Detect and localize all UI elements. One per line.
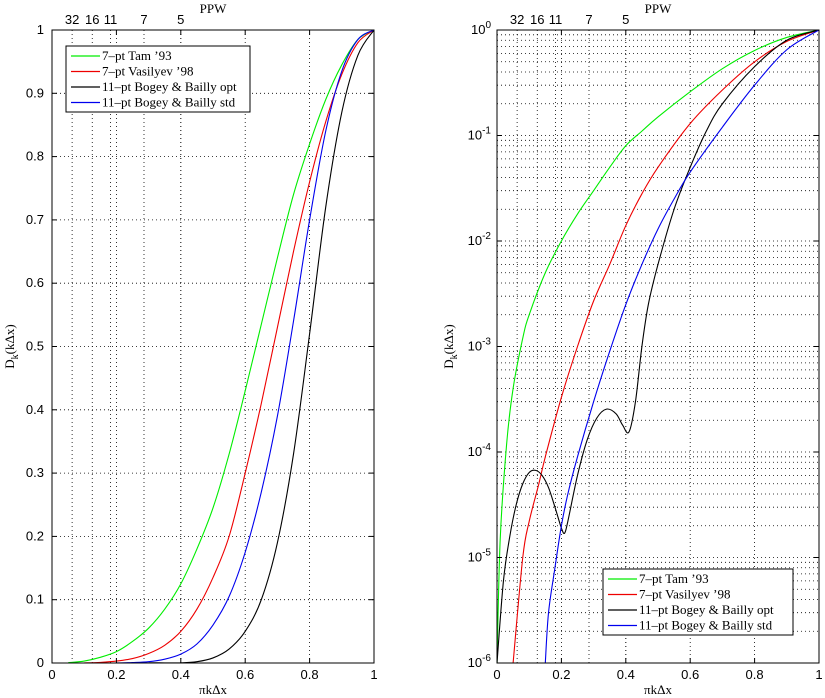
y-tick-label: 100 [471,20,491,37]
y-tick-label: 0.6 [26,275,44,290]
top-axis-label: PPW [200,1,227,16]
chart-panel-1: 0 0.2 0.4 0.6 0.8 1 0 0.1 0.2 0.3 0.4 0.5 0.6 0.7 0.8 0… [2,1,378,697]
ppw-tick-label: 11 [549,12,563,27]
legend-label: 7–pt Vasilyev ’98 [639,587,730,602]
legend-label: 7–pt Tam ’93 [639,571,709,586]
y-tick-label: 10-5 [468,548,492,565]
x-tick-label: 0.2 [552,667,570,682]
ppw-tick-label: 32 [510,12,524,27]
series-line-1 [68,30,374,663]
series-line-2 [512,30,819,663]
x-axis-label: πkΔx [199,682,227,697]
x-tick-label: 0.8 [746,667,764,682]
series-line-4 [544,30,819,663]
legend-label: 11–pt Bogey & Bailly opt [102,79,237,94]
series-line-4 [116,30,374,663]
legend-label: 7–pt Vasilyev ’98 [102,64,193,79]
y-tick-label: 10-4 [468,442,492,459]
legend-label: 11–pt Bogey & Bailly std [639,618,773,633]
x-tick-label: 0.4 [172,667,190,682]
x-tick-label: 0 [48,667,55,682]
y-tick-label: 10-1 [468,126,492,143]
ppw-tick-label: 7 [585,12,592,27]
y-tick-label: 0 [37,655,44,670]
legend-label: 7–pt Tam ’93 [102,48,172,63]
series-line-3 [497,30,819,663]
x-tick-label: 0.6 [681,667,699,682]
ppw-tick-label: 16 [530,12,544,27]
x-tick-label: 0.8 [301,667,319,682]
legend-box [65,45,251,113]
legend-box [602,568,794,636]
series-line-3 [148,30,374,663]
x-axis-label: πkΔx [644,682,672,697]
legend-label: 11–pt Bogey & Bailly opt [639,602,774,617]
y-tick-label: 10-3 [468,337,492,354]
top-axis-label: PPW [645,1,672,16]
y-tick-label: 10-2 [468,231,492,248]
ppw-tick-label: 5 [622,12,629,27]
y-tick-label: 1 [37,22,44,37]
y-tick-label: 10-6 [468,653,492,670]
y-tick-label: 0.7 [26,212,44,227]
series-line-2 [84,30,374,663]
y-axis-label: Dk(kΔx) [441,324,460,368]
x-tick-label: 0 [493,667,500,682]
x-tick-label: 1 [370,667,377,682]
x-tick-label: 0.2 [107,667,125,682]
y-axis-label: Dk(kΔx) [2,324,21,368]
chart-panel-2: 0 0.2 0.4 0.6 0.8 1 100 10-1 10-2 10-3 10-4 10-5 10-… [441,1,823,697]
legend-label: 11–pt Bogey & Bailly std [102,95,236,110]
x-tick-label: 1 [815,667,822,682]
y-tick-label: 0.4 [26,402,44,417]
y-tick-label: 0.8 [26,149,44,164]
y-tick-label: 0.2 [26,528,44,543]
ppw-tick-label: 16 [85,12,99,27]
y-tick-label: 0.5 [26,339,44,354]
ppw-tick-label: 5 [177,12,184,27]
y-tick-label: 0.3 [26,465,44,480]
x-tick-label: 0.6 [236,667,254,682]
y-tick-label: 0.1 [26,592,44,607]
series-line-1 [497,30,819,663]
ppw-tick-label: 7 [140,12,147,27]
ppw-tick-label: 32 [65,12,79,27]
x-tick-label: 0.4 [617,667,635,682]
ppw-tick-label: 11 [104,12,118,27]
y-tick-label: 0.9 [26,85,44,100]
